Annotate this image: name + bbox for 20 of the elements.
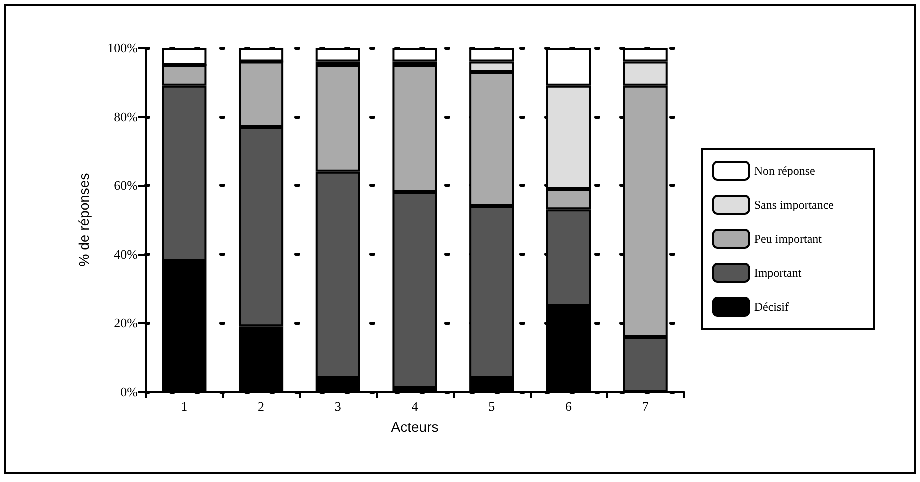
x-tick-label: 5 <box>488 399 496 414</box>
x-tick-label: 2 <box>258 399 265 414</box>
x-tick-label: 7 <box>642 399 650 414</box>
x-tick-label: 4 <box>412 399 419 414</box>
legend-label: Sans importance <box>754 198 834 212</box>
y-axis-title: % de réponses <box>76 173 92 267</box>
legend-label: Décisif <box>754 300 790 314</box>
x-tick-label: 6 <box>565 399 572 414</box>
y-tick-label: 100% <box>108 40 138 56</box>
x-tick-label: 3 <box>334 399 342 414</box>
legend-label: Non réponse <box>754 164 816 178</box>
y-tick-label: 60% <box>114 178 138 194</box>
x-tick-label: 1 <box>181 399 188 414</box>
y-tick-label: 20% <box>114 316 138 331</box>
y-tick-label: 40% <box>114 246 138 262</box>
x-axis-title: Acteurs <box>391 419 439 435</box>
legend-label: Important <box>754 266 802 280</box>
y-tick-label: 80% <box>114 109 138 124</box>
legend-label: Peu important <box>754 232 823 246</box>
y-tick-label: 0% <box>120 384 138 400</box>
